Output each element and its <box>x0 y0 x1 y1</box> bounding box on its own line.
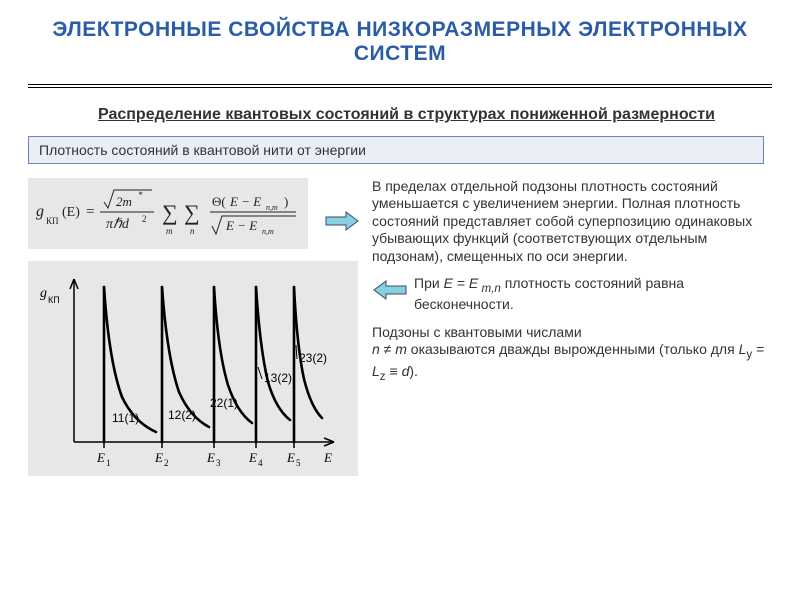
svg-text:n: n <box>190 226 195 236</box>
page-title: ЭЛЕКТРОННЫЕ СВОЙСТВА НИЗКОРАЗМЕРНЫХ ЭЛЕК… <box>28 18 772 66</box>
svg-text:5: 5 <box>296 458 301 468</box>
info-band: Плотность состояний в квантовой нити от … <box>28 136 764 164</box>
svg-text:g: g <box>36 203 44 220</box>
svg-text:E: E <box>206 450 215 465</box>
svg-text:E: E <box>154 450 163 465</box>
svg-text:E: E <box>96 450 105 465</box>
svg-text:4: 4 <box>258 458 263 468</box>
svg-text:=: = <box>86 204 94 220</box>
svg-text:*: * <box>138 190 143 200</box>
svg-text:13(2): 13(2) <box>264 371 292 385</box>
svg-text:2: 2 <box>164 458 169 468</box>
svg-text:): ) <box>284 194 288 209</box>
paragraph-3: Подзоны с квантовыми числами n ≠ m оказы… <box>372 324 772 384</box>
paragraph-1: В пределах отдельной подзоны плотность с… <box>372 178 772 266</box>
svg-text:1: 1 <box>106 458 111 468</box>
svg-text:2m: 2m <box>116 194 132 209</box>
svg-text:∑: ∑ <box>184 200 200 225</box>
formula-box: g КП (E) = 2m * πℏd 2 <box>28 178 308 249</box>
density-formula: g КП (E) = 2m * πℏd 2 <box>34 184 302 238</box>
svg-text:Θ(: Θ( <box>212 194 226 209</box>
chart-xticks: E1 E2 E3 E4 E5 E <box>96 450 332 468</box>
svg-text:КП: КП <box>46 216 59 226</box>
title-divider <box>28 84 772 88</box>
dos-chart: g КП <box>28 261 358 476</box>
svg-text:23(2): 23(2) <box>299 351 327 365</box>
svg-text:E − E: E − E <box>229 194 261 209</box>
svg-text:πℏd: πℏd <box>106 217 130 232</box>
svg-text:(E): (E) <box>62 205 80 220</box>
svg-text:E − E: E − E <box>225 218 257 233</box>
svg-text:n,m: n,m <box>262 227 274 236</box>
svg-text:E: E <box>286 450 295 465</box>
arrow-left-icon <box>372 279 408 301</box>
paragraph-2: При E = E m,n плотность состояний равна … <box>414 275 772 314</box>
chart-ylabel-sub: КП <box>48 295 60 305</box>
svg-text:2: 2 <box>142 214 147 224</box>
section-subtitle: Распределение квантовых состояний в стру… <box>98 104 772 126</box>
svg-text:22(1): 22(1) <box>210 396 238 410</box>
svg-text:∑: ∑ <box>162 200 178 225</box>
chart-ylabel: g <box>40 286 47 301</box>
svg-text:11(1): 11(1) <box>112 411 139 425</box>
svg-text:m: m <box>166 226 173 236</box>
svg-text:n,m: n,m <box>266 203 278 212</box>
svg-text:12(2): 12(2) <box>168 408 196 422</box>
arrow-right-icon <box>324 210 360 232</box>
svg-text:E: E <box>323 450 332 465</box>
svg-text:3: 3 <box>216 458 221 468</box>
svg-text:E: E <box>248 450 257 465</box>
